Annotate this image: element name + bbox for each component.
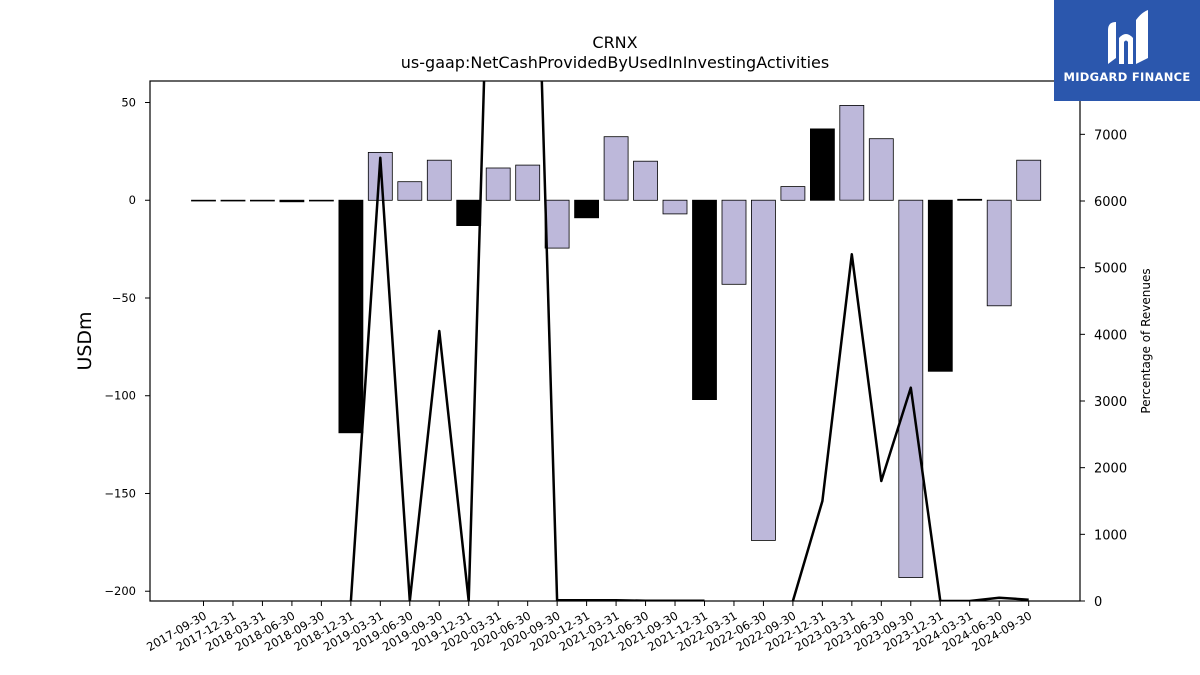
bar-2021-03-31 (603, 136, 629, 201)
plot-frame (149, 80, 1081, 602)
y-right-tick-label: 2000 (1094, 462, 1127, 477)
y-tick-label: −200 (104, 584, 136, 598)
y-tick-label: −150 (104, 486, 136, 500)
bar-2018-03-31 (249, 199, 275, 202)
bar-2023-12-31 (927, 199, 953, 372)
bar-2020-03-31 (485, 167, 511, 201)
brand-name: MIDGARD FINANCE (1063, 70, 1191, 84)
y-right-tick-label: 1000 (1094, 528, 1127, 543)
midgard-logo-icon (1108, 10, 1148, 64)
y-right-tick-label: 0 (1094, 595, 1102, 610)
bar-2020-12-31 (574, 199, 599, 219)
bar-2022-06-30 (751, 199, 776, 541)
bar-2020-06-30 (515, 164, 541, 201)
chart-subtitle: us-gaap:NetCashProvidedByUsedInInvesting… (401, 53, 829, 72)
bar-2018-12-31 (338, 199, 364, 434)
bar-2021-12-31 (692, 199, 717, 400)
y-right-tick-label: 5000 (1094, 262, 1127, 277)
bar-2019-12-31 (456, 199, 482, 226)
bar-2018-06-30 (279, 199, 305, 203)
bar-2020-09-30 (544, 199, 570, 249)
bar-2021-09-30 (662, 199, 688, 215)
bar-2023-03-31 (839, 105, 865, 201)
y-right-tick-label: 7000 (1094, 128, 1127, 143)
bar-2024-09-30 (1016, 159, 1042, 201)
y-tick-label: 50 (121, 96, 136, 110)
bar-2022-03-31 (721, 199, 747, 285)
chart-title: CRNX (592, 33, 637, 52)
bar-2019-09-30 (426, 159, 452, 201)
revenue-percentage-line (349, 81, 1029, 601)
y-tick-label: −50 (112, 291, 136, 305)
y-right-tick-label: 4000 (1094, 328, 1127, 343)
bar-2024-06-30 (986, 199, 1012, 307)
bars (191, 105, 1042, 578)
y-tick-label: 0 (129, 193, 136, 207)
y-right-tick-label: 6000 (1094, 195, 1127, 210)
y-tick-label: −100 (104, 389, 136, 403)
bar-2018-09-30 (308, 199, 334, 202)
bar-2021-06-30 (633, 160, 658, 201)
bar-2024-03-31 (957, 198, 983, 201)
bar-2023-06-30 (868, 138, 894, 201)
line-path (349, 81, 1029, 601)
bar-2019-06-30 (397, 181, 423, 201)
bar-2022-12-31 (810, 128, 835, 201)
brand-logo: MIDGARD FINANCE (1054, 0, 1200, 101)
bar-2017-12-31 (220, 199, 246, 202)
y-axis-right-label: Percentage of Revenues (1139, 268, 1153, 413)
bar-2017-09-30 (191, 199, 216, 202)
y-axis-label: USDm (74, 311, 96, 370)
bar-2022-09-30 (780, 186, 806, 201)
y-right-tick-label: 3000 (1094, 395, 1127, 410)
